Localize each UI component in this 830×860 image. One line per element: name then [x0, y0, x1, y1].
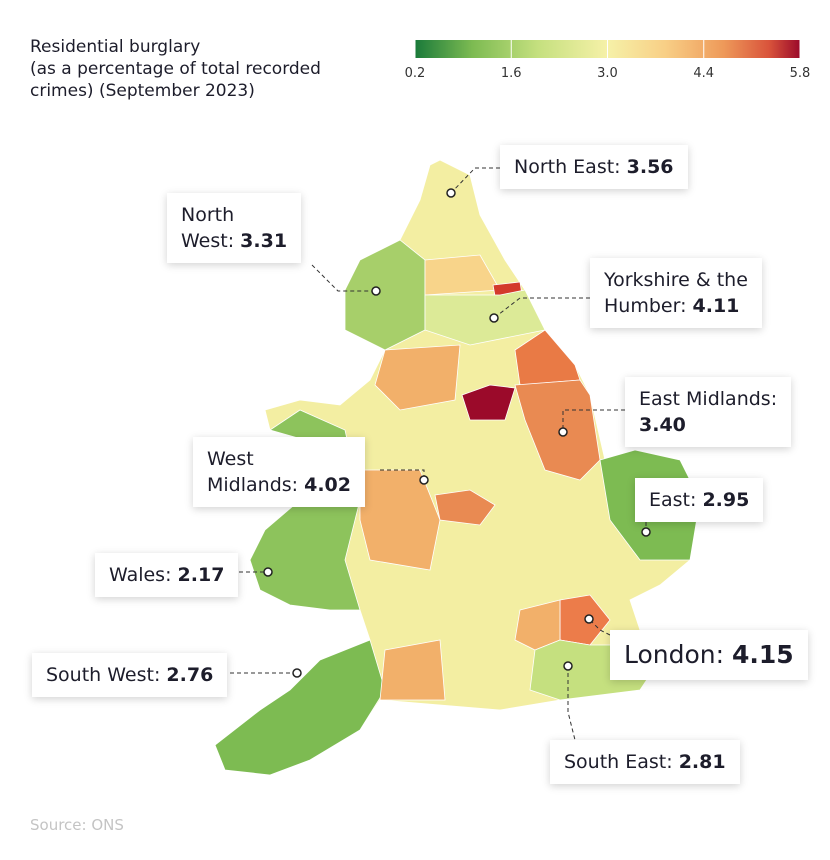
map-shapes	[214, 159, 701, 776]
callout-line: East Midlands:	[639, 386, 777, 412]
legend: 0.2 1.6 3.0 4.4 5.8	[405, 40, 811, 81]
callout-box: South East: 2.81	[550, 740, 740, 784]
region-name: Wales:	[109, 564, 172, 586]
region-value: 4.15	[732, 640, 794, 669]
leader-line	[311, 264, 376, 292]
region-name: North East:	[514, 156, 621, 178]
callout-line: North East: 3.56	[514, 154, 674, 180]
region-marker	[419, 475, 429, 485]
callout-box: East Midlands: 3.40	[625, 377, 792, 447]
callout-box: Wales: 2.17	[95, 553, 239, 597]
region-value: 2.76	[166, 664, 214, 686]
region-name: Midlands:	[207, 474, 299, 496]
region-name: West	[207, 448, 254, 470]
title-line: (as a percentage of total recorded	[30, 59, 321, 79]
callout-line: 3.40	[639, 412, 777, 438]
region-marker	[446, 188, 456, 198]
callout-box: South West: 2.76	[32, 653, 228, 697]
leader-line	[450, 167, 500, 194]
region-marker	[563, 661, 573, 671]
region-marker	[584, 614, 594, 624]
colorbar-tick-label: 4.4	[693, 66, 714, 81]
callout-box: North East: 3.56	[500, 145, 688, 189]
callout-line: South West: 2.76	[46, 662, 213, 688]
colorbar-tick-label: 0.2	[405, 66, 426, 81]
callout-line: Midlands: 4.02	[207, 472, 351, 498]
region-marker	[263, 567, 273, 577]
colorbar-tick-label: 3.0	[597, 66, 618, 81]
region-value: 3.40	[639, 414, 686, 436]
callout-box: London: 4.15	[610, 630, 808, 680]
region-marker	[489, 313, 499, 323]
callout-box: East: 2.95	[635, 478, 764, 522]
region-value: 4.02	[304, 474, 351, 496]
colorbar-tick-label: 1.6	[501, 66, 522, 81]
title-line: crimes) (September 2023)	[30, 81, 255, 101]
region-value: 4.11	[692, 295, 740, 317]
callout-line: West	[207, 446, 351, 472]
callout-line: London: 4.15	[624, 639, 794, 671]
title: Residential burglary (as a percentage of …	[30, 36, 390, 102]
region-marker	[641, 527, 651, 537]
callout-line: South East: 2.81	[564, 749, 726, 775]
region-value: 3.31	[240, 230, 288, 252]
callout-line: North	[181, 202, 287, 228]
region-name: Humber:	[604, 295, 687, 317]
region-name: South East:	[564, 751, 673, 773]
callout-box: Yorkshire & the Humber: 4.11	[590, 258, 762, 328]
region-marker	[371, 286, 381, 296]
callout-line: Wales: 2.17	[109, 562, 224, 588]
callout-line: Yorkshire & the	[604, 267, 748, 293]
region-value: 3.56	[626, 156, 674, 178]
leader-line	[588, 618, 611, 636]
region-value: 2.17	[177, 564, 225, 586]
leader-line	[567, 666, 576, 741]
leader-line	[493, 297, 590, 319]
region-value: 2.95	[702, 489, 750, 511]
region-marker	[558, 427, 568, 437]
region-name: East Midlands:	[639, 388, 778, 410]
region-value: 2.81	[678, 751, 726, 773]
region-name: East:	[649, 489, 697, 511]
callout-box: North West: 3.31	[167, 193, 302, 263]
region-name: North	[181, 204, 235, 226]
region-name: Yorkshire & the	[604, 269, 748, 291]
callout-line: East: 2.95	[649, 487, 749, 513]
source: Source: ONS	[30, 816, 124, 834]
callout-box: West Midlands: 4.02	[193, 437, 365, 507]
region-marker	[292, 668, 302, 678]
region-name: London:	[624, 640, 725, 669]
region-name: West:	[181, 230, 235, 252]
region-name: South West:	[46, 664, 161, 686]
title-line: Residential burglary	[30, 37, 201, 57]
colorbar-tick-label: 5.8	[790, 66, 811, 81]
callout-line: West: 3.31	[181, 228, 287, 254]
callout-line: Humber: 4.11	[604, 293, 748, 319]
